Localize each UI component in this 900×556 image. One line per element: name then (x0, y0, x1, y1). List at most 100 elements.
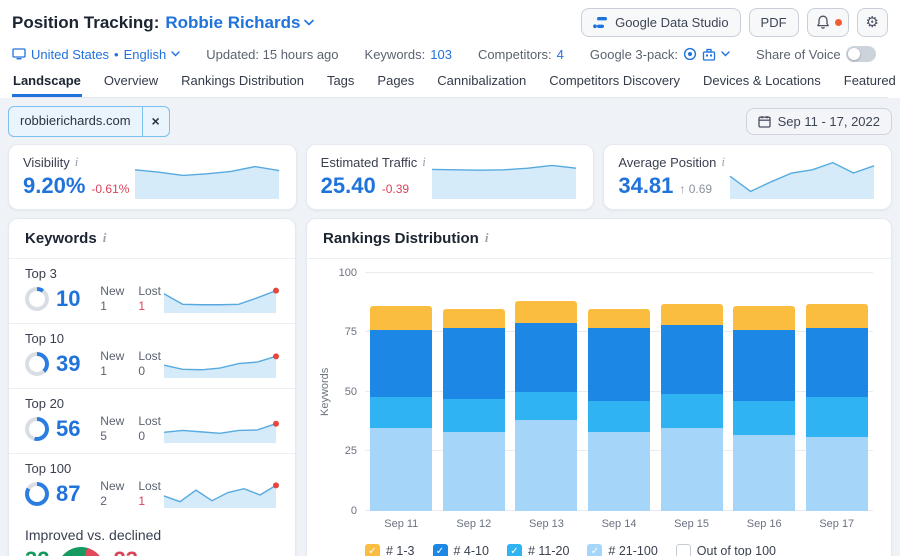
google-3pack-selector[interactable]: Google 3-pack: (590, 47, 730, 62)
sparkline-chart (163, 420, 279, 443)
tab-devices-locations[interactable]: Devices & Locations (702, 73, 821, 88)
checkbox-checked-icon[interactable]: ✓ (587, 543, 603, 556)
location-pin-icon (683, 47, 697, 61)
stat-card-value: 25.40 (320, 173, 376, 199)
sparkline-chart (432, 164, 577, 199)
tab-cannibalization[interactable]: Cannibalization (437, 73, 527, 88)
keyword-row-top-100: Top 100 87 New 2 Lost 1 (9, 454, 295, 518)
info-icon[interactable]: i (721, 154, 726, 170)
lost-value: 1 (138, 494, 145, 509)
keywords-count-value[interactable]: 103 (430, 46, 452, 62)
competitors-count-value[interactable]: 4 (556, 46, 564, 62)
remove-filter-button[interactable]: × (141, 107, 169, 136)
bar-segment--11-20 (515, 391, 578, 421)
location-language-selector[interactable]: United States • English (12, 47, 180, 62)
tab-pages[interactable]: Pages (377, 73, 415, 88)
bar-sep-17[interactable] (805, 273, 868, 511)
bar-segment--1-3 (588, 308, 651, 328)
info-icon[interactable]: i (74, 154, 79, 170)
y-tick-label: 75 (344, 326, 357, 339)
meta-bar: United States • English Updated: 15 hour… (12, 46, 888, 62)
rankings-distribution-panel: Rankings Distribution i Keywords 0 25 50 75… (306, 217, 892, 556)
location-label: United States (31, 46, 110, 62)
legend-label: # 4-10 (453, 544, 489, 556)
keywords-panel-title: Keywords (25, 229, 97, 247)
desktop-icon (12, 48, 26, 60)
keywords-count-label: Keywords: (364, 46, 426, 62)
bar-segment--4-10 (805, 327, 868, 397)
bar-segment--11-20 (370, 396, 433, 428)
info-icon[interactable]: i (484, 230, 489, 246)
legend-label: # 21-100 (608, 544, 658, 556)
bar-sep-12[interactable] (442, 273, 505, 511)
stat-card-estimated-traffic: Estimated Traffic i 25.40 -0.39 (305, 143, 595, 210)
settings-button[interactable]: ⚙ (856, 8, 888, 37)
y-tick-label: 50 (344, 385, 357, 398)
tab-bar: Landscape Overview Rankings Distribution Ta… (12, 73, 900, 98)
stat-cards-row: Visibility i 9.20% -0.61% Estimated Traffic i… (8, 143, 893, 210)
bar-segment--1-3 (442, 308, 505, 328)
tab-competitors-discovery[interactable]: Competitors Discovery (549, 73, 680, 88)
bar-sep-14[interactable] (588, 273, 651, 511)
improved-vs-declined-label: Improved vs. declined (25, 526, 162, 543)
x-tick-label: Sep 16 (746, 517, 782, 530)
legend-item--21-100[interactable]: ✓ # 21-100 (587, 543, 658, 556)
bar-sep-11[interactable] (370, 273, 433, 511)
legend-label: # 11-20 (527, 544, 570, 556)
new-value: 1 (100, 364, 107, 379)
keywords-count: Keywords: 103 (365, 47, 452, 62)
notifications-button[interactable] (806, 8, 849, 37)
tab-featured-snippets[interactable]: Featured Snippets (843, 73, 900, 88)
y-tick-label: 100 (338, 266, 357, 279)
stat-card-delta: -0.61% (91, 182, 130, 197)
checkbox-checked-icon[interactable]: ✓ (432, 543, 448, 556)
google-3pack-label: Google 3-pack: (589, 46, 679, 62)
google-data-studio-label: Google Data Studio (615, 15, 729, 30)
info-icon[interactable]: i (102, 230, 107, 246)
legend-item--4-10[interactable]: ✓ # 4-10 (432, 543, 489, 556)
date-range-button[interactable]: Sep 11 - 17, 2022 (745, 107, 892, 135)
new-label: New (100, 284, 125, 299)
chart-legend: ✓ # 1-3 ✓ # 4-10 ✓ # 11-20 ✓ # 21-100 Out of top… (365, 543, 873, 556)
keyword-donut (25, 351, 49, 376)
legend-item-out-of-top-100[interactable]: Out of top 100 (675, 543, 776, 556)
share-of-voice-toggle[interactable] (845, 46, 876, 62)
stat-card-value: 9.20% (23, 173, 86, 199)
keyword-row-value: 10 (56, 285, 81, 311)
tab-rankings-distribution[interactable]: Rankings Distribution (181, 73, 304, 88)
tab-overview[interactable]: Overview (103, 73, 159, 88)
updated-status: Updated: 15 hours ago (206, 47, 338, 62)
improved-declined-gauge (57, 546, 106, 556)
chart-x-axis: Sep 11 Sep 12 Sep 13 Sep 14 Sep 15 Sep 16 Sep … (365, 518, 873, 530)
bar-sep-15[interactable] (660, 273, 723, 511)
new-value: 5 (100, 429, 107, 444)
bar-sep-13[interactable] (515, 273, 578, 511)
bar-segment--1-3 (660, 303, 723, 326)
checkbox-checked-icon[interactable]: ✓ (506, 543, 522, 556)
bar-segment--4-10 (660, 325, 723, 395)
stat-card-title: Average Position (618, 154, 717, 170)
stat-card-title: Visibility (23, 154, 70, 170)
keyword-donut (25, 481, 49, 506)
bar-sep-16[interactable] (733, 273, 796, 511)
legend-item--11-20[interactable]: ✓ # 11-20 (506, 543, 570, 556)
x-tick-label: Sep 12 (456, 517, 492, 530)
tab-landscape[interactable]: Landscape (12, 73, 82, 97)
tab-tags[interactable]: Tags (326, 73, 355, 88)
competitors-count-label: Competitors: (477, 46, 552, 62)
stat-card-title: Estimated Traffic (320, 154, 418, 170)
y-tick-label: 25 (344, 445, 357, 458)
page-title: Position Tracking: Robbie Richards (12, 12, 315, 33)
google-data-studio-button[interactable]: Google Data Studio (581, 8, 741, 37)
project-name: Robbie Richards (165, 12, 301, 32)
checkbox-unchecked-icon[interactable] (675, 543, 691, 556)
checkbox-checked-icon[interactable]: ✓ (365, 543, 380, 556)
bar-segment--1-3 (370, 306, 433, 330)
info-icon[interactable]: i (422, 154, 426, 170)
legend-item--1-3[interactable]: ✓ # 1-3 (365, 543, 415, 556)
pdf-button[interactable]: PDF (748, 8, 799, 37)
project-selector[interactable]: Robbie Richards (165, 12, 315, 33)
top-header: Position Tracking: Robbie Richards Googl… (0, 0, 900, 98)
bar-segment--11-20 (805, 396, 868, 438)
lost-value: 0 (138, 364, 145, 379)
